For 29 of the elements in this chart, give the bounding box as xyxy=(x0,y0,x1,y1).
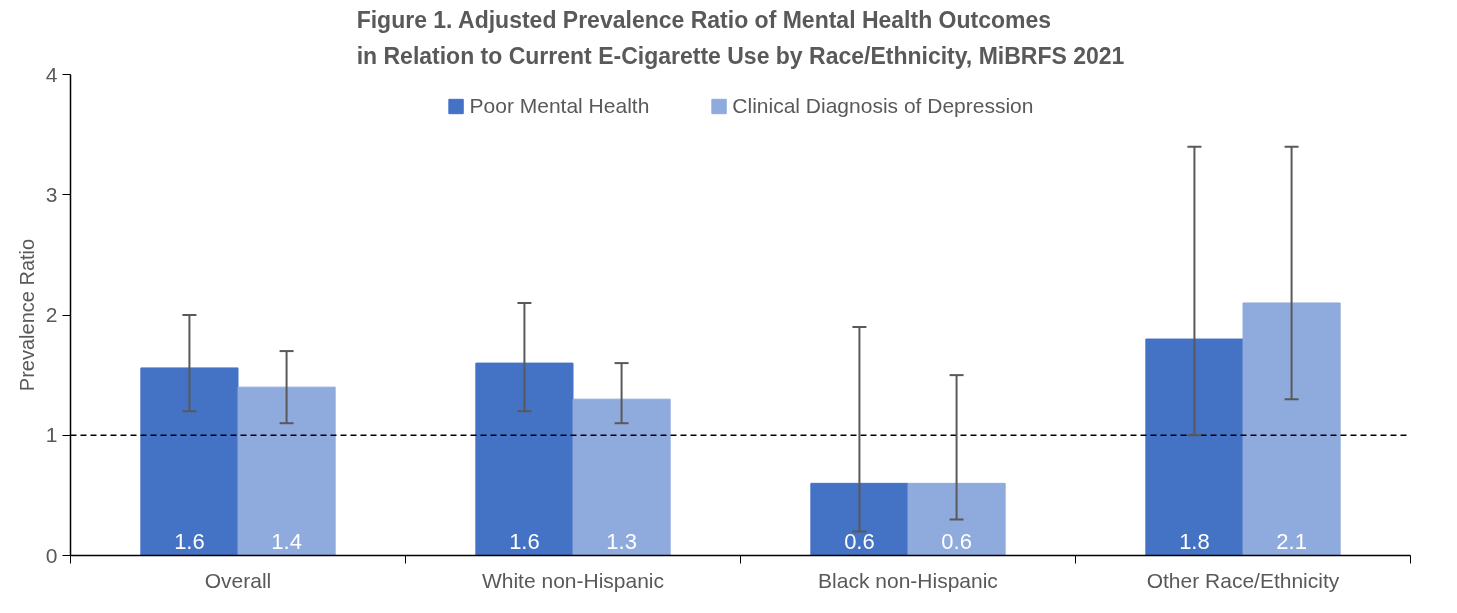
data-label: 1.4 xyxy=(271,528,302,554)
y-tick-label: 0 xyxy=(45,543,58,567)
data-label: 1.3 xyxy=(606,528,637,554)
bar xyxy=(475,362,574,556)
data-label: 2.1 xyxy=(1276,528,1307,554)
legend-label: Poor Mental Health xyxy=(469,94,650,118)
bar xyxy=(572,398,671,556)
x-tick-label: White non-Hispanic xyxy=(481,568,665,592)
legend-label: Clinical Diagnosis of Depression xyxy=(732,94,1034,118)
y-tick-label: 3 xyxy=(45,182,58,206)
bar xyxy=(810,482,909,556)
x-tick-label: Overall xyxy=(204,568,272,592)
bar xyxy=(237,386,336,556)
data-label: 1.6 xyxy=(509,528,540,554)
y-tick-label: 2 xyxy=(45,303,58,326)
bar xyxy=(1242,302,1341,556)
y-tick-label: 1 xyxy=(45,423,58,447)
bar xyxy=(140,367,239,556)
chart-title: Figure 1. Adjusted Prevalence Ratio of Mental Health Outcomes in Relation to Current E-Cigarette Use by Race/Ethnicity, MiBRFS 2021 xyxy=(356,7,1125,70)
x-tick-label: Black non-Hispanic xyxy=(818,568,998,592)
y-tick-label: 4 xyxy=(45,62,58,86)
bar xyxy=(1145,338,1244,556)
bar xyxy=(907,482,1006,556)
data-label: 1.6 xyxy=(174,528,205,554)
data-label: 1.8 xyxy=(1179,528,1210,554)
x-tick-label: Other Race/Ethnicity xyxy=(1146,568,1340,592)
y-axis-title: Prevalence Ratio xyxy=(15,238,38,392)
data-label: 0.6 xyxy=(941,528,972,554)
data-label: 0.6 xyxy=(844,528,875,554)
